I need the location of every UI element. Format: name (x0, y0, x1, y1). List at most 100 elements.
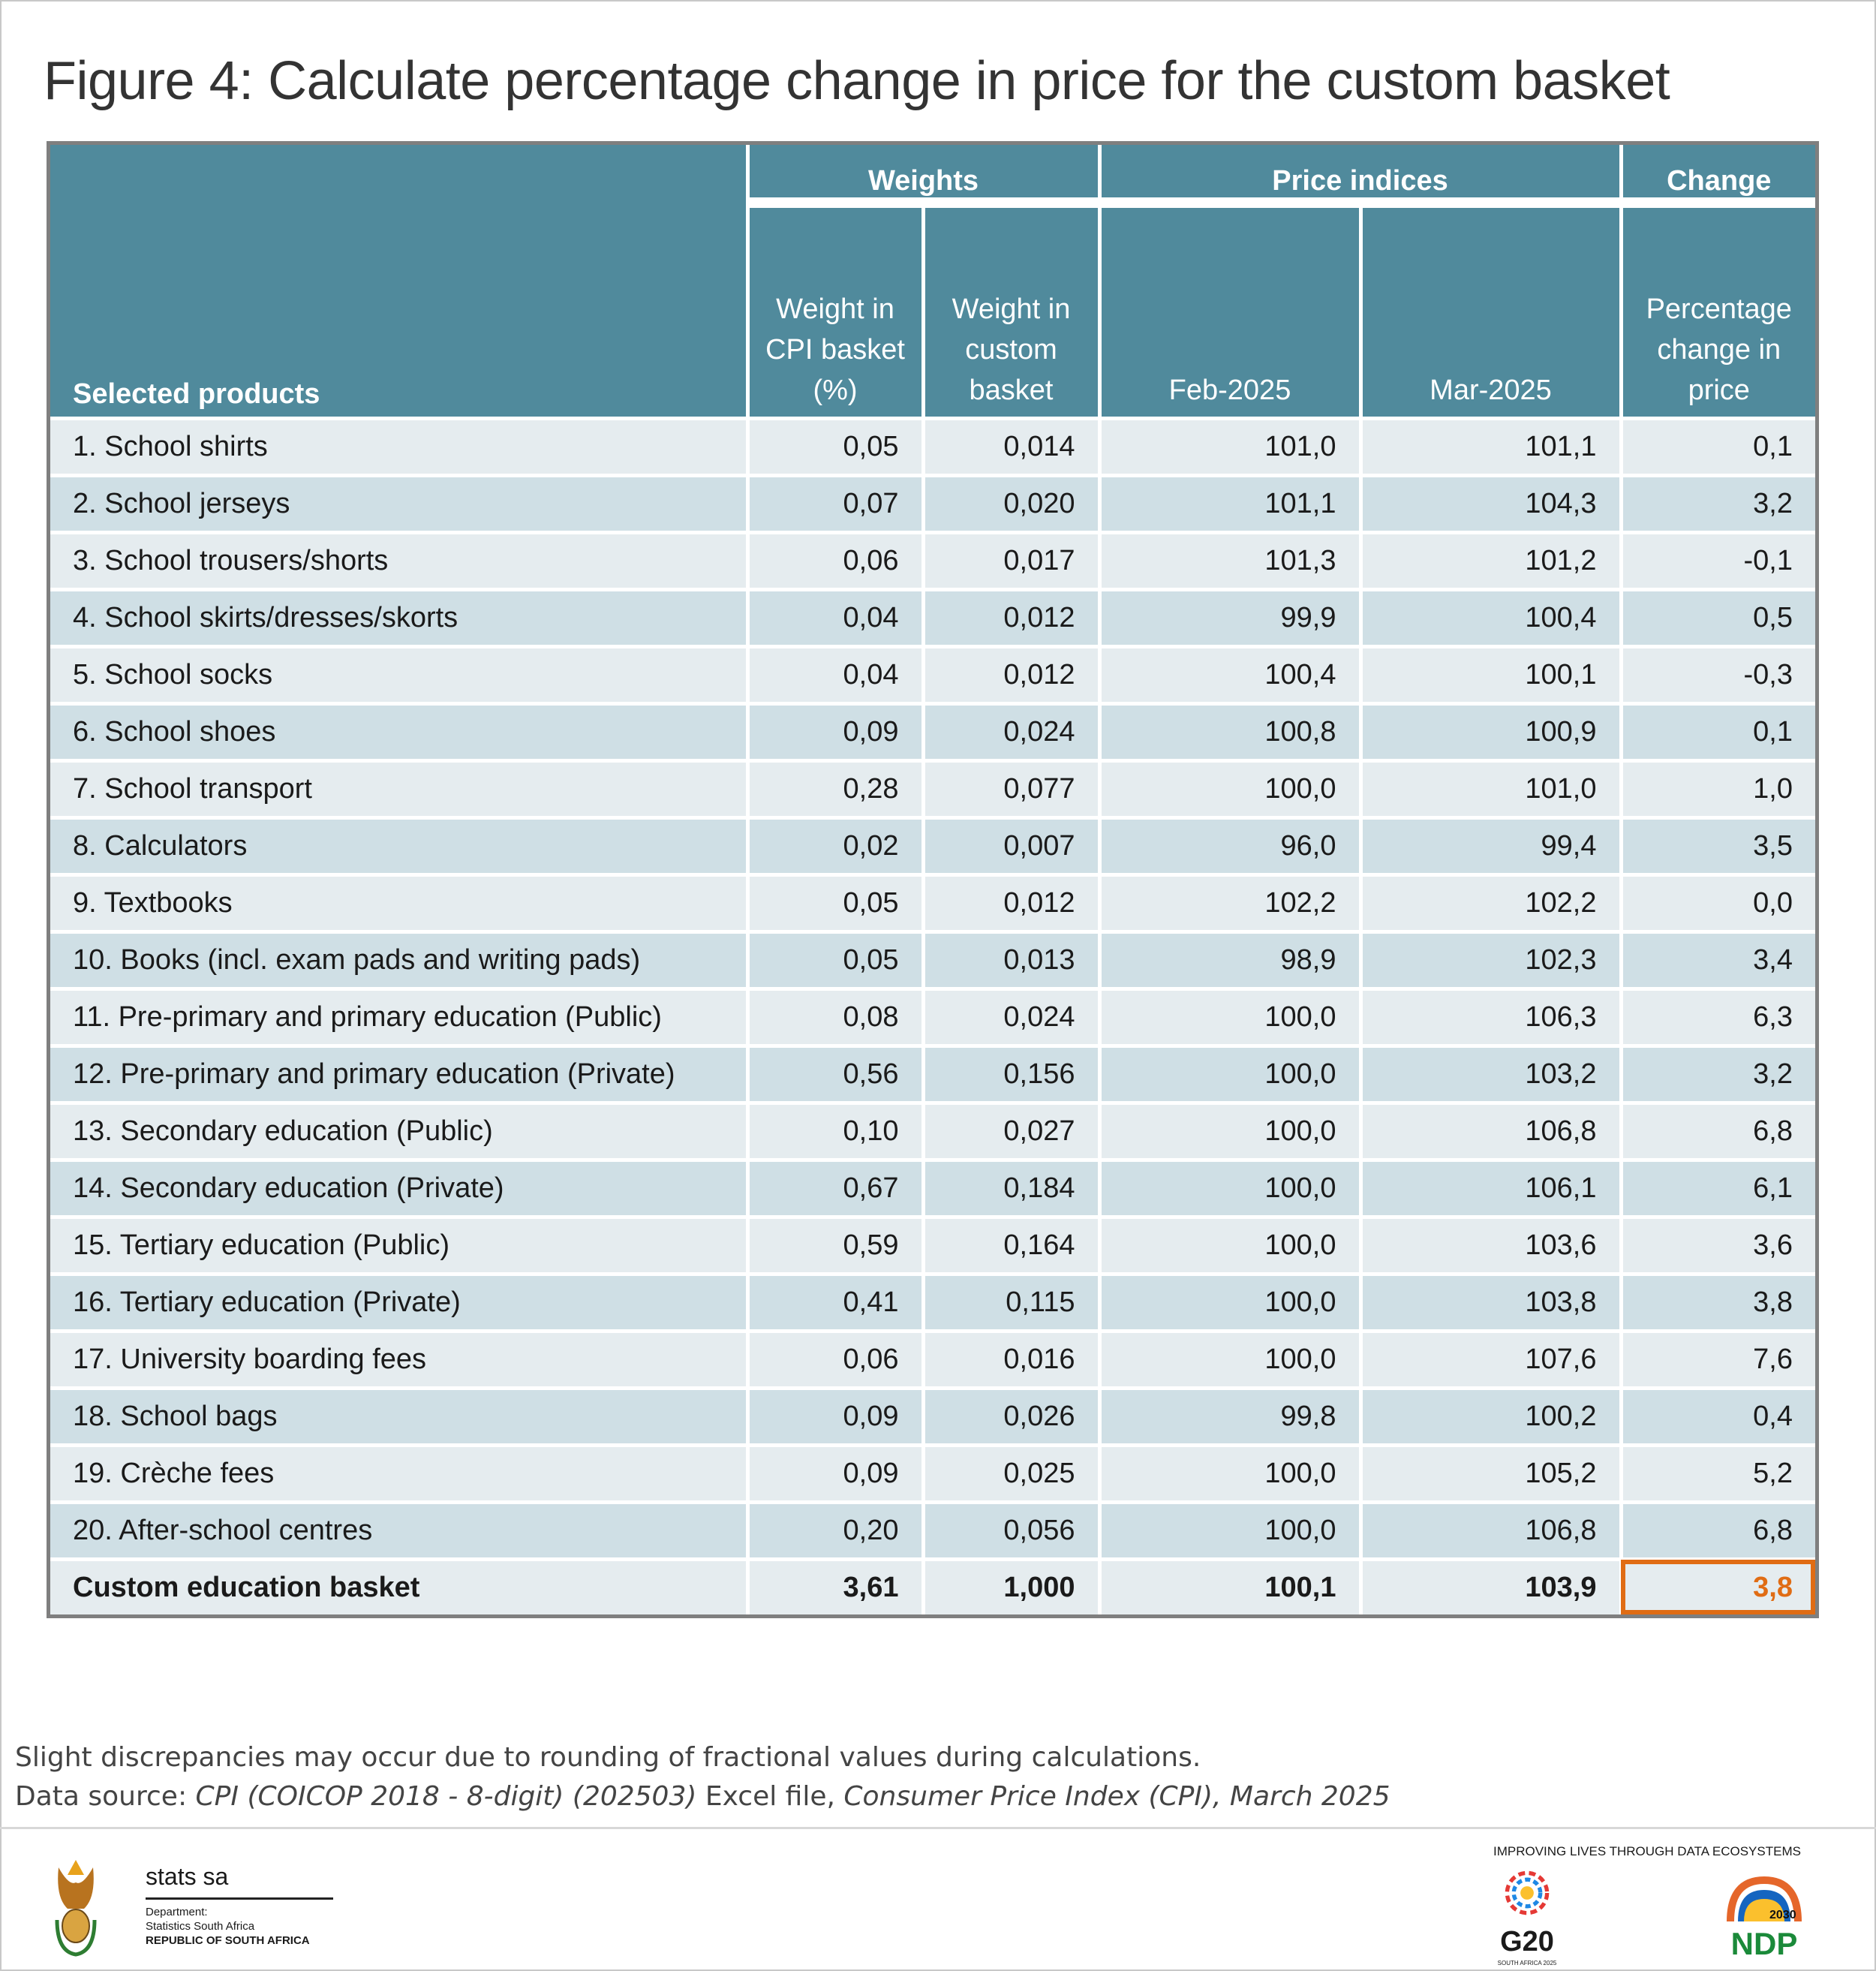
product-name: 15. Tertiary education (Public) (50, 1215, 750, 1276)
index-feb-2025: 100,0 (1097, 1443, 1363, 1504)
cpi-weight: 0,67 (745, 1158, 925, 1219)
total-custom-weight: 1,000 (921, 1557, 1102, 1614)
product-name: 5. School socks (50, 645, 750, 706)
index-feb-2025: 100,4 (1097, 645, 1363, 706)
percentage-change: 3,2 (1619, 474, 1815, 534)
header-selected-products: Selected products (50, 145, 750, 420)
custom-weight: 0,017 (921, 531, 1102, 591)
index-mar-2025: 101,0 (1358, 759, 1623, 820)
custom-weight: 0,014 (921, 417, 1102, 477)
percentage-change: 0,0 (1619, 873, 1815, 934)
header-group-change: Change (1619, 145, 1815, 208)
header-custom-weight: Weight in custom basket (921, 200, 1102, 420)
org-rule (146, 1897, 333, 1900)
table-row: 17. University boarding fees 0,06 0,016 100… (50, 1329, 1815, 1390)
index-mar-2025: 100,4 (1358, 588, 1623, 648)
header-group-weights: Weights (745, 145, 1102, 208)
table-row: 2. School jerseys 0,07 0,020 101,1 104,3 3,2 (50, 474, 1815, 534)
custom-basket-table: Selected products Weights Price indices … (47, 141, 1819, 1618)
g20-logo: G20 SOUTH AFRICA 2025 (1486, 1864, 1568, 1966)
cpi-weight: 0,20 (745, 1500, 925, 1561)
index-mar-2025: 100,2 (1358, 1386, 1623, 1447)
cpi-weight: 0,04 (745, 645, 925, 706)
total-index-mar-2025: 103,9 (1358, 1557, 1623, 1614)
index-mar-2025: 100,1 (1358, 645, 1623, 706)
source-file: CPI (COICOP 2018 - 8-digit) (202503) (195, 1781, 697, 1812)
figure-title: Figure 4: Calculate percentage change in… (44, 51, 1670, 111)
percentage-change: 3,4 (1619, 930, 1815, 991)
index-feb-2025: 100,0 (1097, 1500, 1363, 1561)
cpi-weight: 0,06 (745, 531, 925, 591)
index-mar-2025: 103,2 (1358, 1044, 1623, 1105)
product-name: 1. School shirts (50, 417, 750, 477)
index-feb-2025: 100,0 (1097, 1272, 1363, 1333)
custom-weight: 0,025 (921, 1443, 1102, 1504)
cpi-weight: 0,28 (745, 759, 925, 820)
table-row: 14. Secondary education (Private) 0,67 0,1… (50, 1158, 1815, 1219)
index-feb-2025: 100,0 (1097, 1158, 1363, 1219)
product-name: 13. Secondary education (Public) (50, 1101, 750, 1162)
percentage-change: 6,1 (1619, 1158, 1815, 1219)
cpi-weight: 0,56 (745, 1044, 925, 1105)
total-percentage-change: 3,8 (1619, 1557, 1815, 1614)
table-row: 9. Textbooks 0,05 0,012 102,2 102,2 0,0 (50, 873, 1815, 934)
custom-weight: 0,115 (921, 1272, 1102, 1333)
footer-divider (0, 1827, 1876, 1829)
cpi-weight: 0,59 (745, 1215, 925, 1276)
index-feb-2025: 96,0 (1097, 816, 1363, 877)
g20-flower-icon (1505, 1870, 1550, 1915)
total-index-feb-2025: 100,1 (1097, 1557, 1363, 1614)
index-feb-2025: 98,9 (1097, 930, 1363, 991)
table-row: 11. Pre-primary and primary education (P… (50, 987, 1815, 1048)
percentage-change: -0,1 (1619, 531, 1815, 591)
product-name: 17. University boarding fees (50, 1329, 750, 1390)
custom-weight: 0,027 (921, 1101, 1102, 1162)
ndp-year-text: 2030 (1769, 1909, 1796, 1921)
custom-weight: 0,012 (921, 588, 1102, 648)
header-feb-2025: Feb-2025 (1097, 200, 1363, 420)
g20-text: G20 (1500, 1926, 1554, 1957)
index-feb-2025: 100,0 (1097, 759, 1363, 820)
index-feb-2025: 100,0 (1097, 1101, 1363, 1162)
custom-weight: 0,007 (921, 816, 1102, 877)
custom-weight: 0,164 (921, 1215, 1102, 1276)
index-mar-2025: 102,2 (1358, 873, 1623, 934)
data-source-note: Data source: CPI (COICOP 2018 - 8-digit)… (15, 1780, 1390, 1813)
product-name: 20. After-school centres (50, 1500, 750, 1561)
index-mar-2025: 106,3 (1358, 987, 1623, 1048)
header-mar-2025: Mar-2025 (1358, 200, 1623, 420)
total-cpi-weight: 3,61 (745, 1557, 925, 1614)
cpi-weight: 0,06 (745, 1329, 925, 1390)
custom-weight: 0,013 (921, 930, 1102, 991)
table-row: 15. Tertiary education (Public) 0,59 0,164… (50, 1215, 1815, 1276)
index-mar-2025: 101,1 (1358, 417, 1623, 477)
table-row: 7. School transport 0,28 0,077 100,0 101,0 1,… (50, 759, 1815, 820)
custom-weight: 0,012 (921, 873, 1102, 934)
cpi-weight: 0,09 (745, 1386, 925, 1447)
index-mar-2025: 102,3 (1358, 930, 1623, 991)
ndp-2030-logo: 2030 NDP (1723, 1876, 1805, 1961)
org-department: Department: Statistics South Africa REPU… (146, 1905, 310, 1948)
product-name: 18. School bags (50, 1386, 750, 1447)
table-row: 18. School bags 0,09 0,026 99,8 100,2 0,4 (50, 1386, 1815, 1447)
index-feb-2025: 101,1 (1097, 474, 1363, 534)
product-name: 8. Calculators (50, 816, 750, 877)
custom-weight: 0,024 (921, 987, 1102, 1048)
total-product-name: Custom education basket (50, 1557, 750, 1614)
product-name: 19. Crèche fees (50, 1443, 750, 1504)
header-group-price-indices: Price indices (1097, 145, 1623, 208)
index-mar-2025: 103,6 (1358, 1215, 1623, 1276)
custom-weight: 0,016 (921, 1329, 1102, 1390)
index-mar-2025: 106,8 (1358, 1500, 1623, 1561)
percentage-change: 3,2 (1619, 1044, 1815, 1105)
dept-line-1: Department: (146, 1906, 208, 1918)
custom-weight: 0,024 (921, 702, 1102, 763)
index-feb-2025: 100,0 (1097, 1044, 1363, 1105)
stats-sa-logo: stats sa Department: Statistics South Af… (53, 1852, 338, 1957)
index-feb-2025: 100,0 (1097, 1329, 1363, 1390)
product-name: 10. Books (incl. exam pads and writing p… (50, 930, 750, 991)
table-row: 16. Tertiary education (Private) 0,41 0,11… (50, 1272, 1815, 1333)
custom-weight: 0,012 (921, 645, 1102, 706)
index-feb-2025: 101,0 (1097, 417, 1363, 477)
source-mid: Excel file, (696, 1781, 844, 1812)
